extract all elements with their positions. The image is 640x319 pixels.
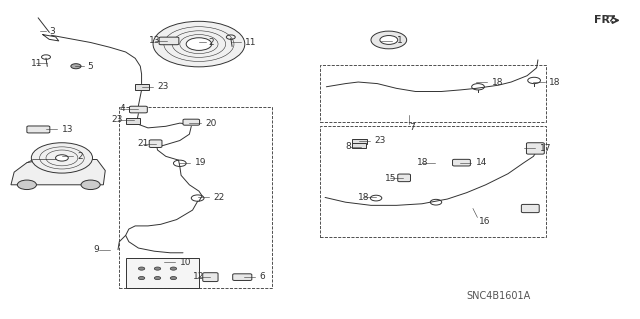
Text: 22: 22 <box>214 193 225 202</box>
Circle shape <box>138 277 145 280</box>
Text: 2: 2 <box>78 152 83 161</box>
Text: 9: 9 <box>94 245 100 254</box>
Text: 18: 18 <box>549 78 561 86</box>
Text: 23: 23 <box>375 136 386 145</box>
Text: 18: 18 <box>358 193 370 202</box>
FancyBboxPatch shape <box>27 126 50 133</box>
Text: 1: 1 <box>396 36 402 45</box>
Bar <box>119 107 272 287</box>
FancyBboxPatch shape <box>233 274 252 280</box>
Circle shape <box>153 21 245 67</box>
Text: 2: 2 <box>209 38 214 47</box>
Circle shape <box>17 180 36 189</box>
FancyBboxPatch shape <box>527 143 544 154</box>
FancyBboxPatch shape <box>522 204 540 213</box>
Circle shape <box>56 155 68 161</box>
Circle shape <box>170 267 177 270</box>
FancyBboxPatch shape <box>129 106 147 113</box>
Bar <box>125 257 199 287</box>
Text: 6: 6 <box>259 272 265 281</box>
FancyBboxPatch shape <box>203 273 218 282</box>
Text: 19: 19 <box>195 158 206 167</box>
Bar <box>126 118 140 124</box>
Text: 13: 13 <box>149 36 161 45</box>
FancyBboxPatch shape <box>159 37 179 45</box>
Text: 10: 10 <box>180 258 191 267</box>
Text: 8: 8 <box>346 142 351 151</box>
Text: 20: 20 <box>205 119 217 128</box>
Polygon shape <box>11 160 105 185</box>
Circle shape <box>154 267 161 270</box>
Text: 16: 16 <box>479 217 491 226</box>
Text: 7: 7 <box>409 123 415 132</box>
Bar <box>320 65 546 122</box>
Text: 18: 18 <box>417 158 428 167</box>
FancyBboxPatch shape <box>149 140 162 147</box>
Text: 3: 3 <box>49 27 55 36</box>
Text: 13: 13 <box>62 125 74 134</box>
Bar <box>353 139 367 144</box>
Circle shape <box>138 267 145 270</box>
Text: 4: 4 <box>119 104 125 113</box>
Bar <box>135 84 149 90</box>
Text: 21: 21 <box>137 139 148 148</box>
Circle shape <box>186 38 212 50</box>
Text: 17: 17 <box>540 144 551 153</box>
Text: 11: 11 <box>245 38 256 47</box>
Text: 18: 18 <box>492 78 504 86</box>
Circle shape <box>371 31 406 49</box>
Text: 11: 11 <box>31 59 43 68</box>
Text: 15: 15 <box>385 174 397 183</box>
Circle shape <box>31 143 93 173</box>
FancyBboxPatch shape <box>183 119 200 125</box>
Circle shape <box>81 180 100 189</box>
Text: SNC4B1601A: SNC4B1601A <box>467 291 531 301</box>
Circle shape <box>154 277 161 280</box>
Text: 12: 12 <box>193 272 204 281</box>
Bar <box>320 126 546 237</box>
Text: 23: 23 <box>111 115 123 124</box>
Circle shape <box>380 35 397 44</box>
FancyBboxPatch shape <box>397 174 410 182</box>
Bar <box>352 143 366 148</box>
Text: 23: 23 <box>157 82 169 91</box>
Text: FR.: FR. <box>594 15 614 26</box>
Circle shape <box>170 277 177 280</box>
FancyBboxPatch shape <box>452 160 470 166</box>
Text: 14: 14 <box>476 158 488 167</box>
Circle shape <box>71 64 81 69</box>
Text: 5: 5 <box>88 62 93 71</box>
